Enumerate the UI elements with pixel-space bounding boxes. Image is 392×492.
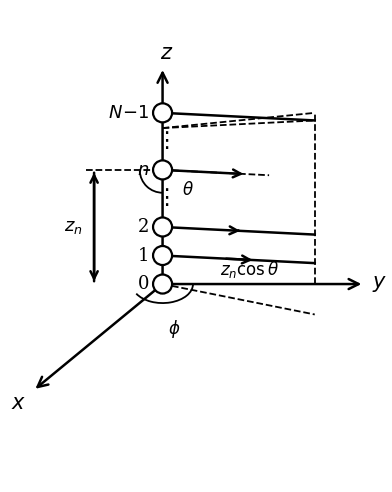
Circle shape [153, 103, 172, 123]
Text: 0: 0 [138, 275, 149, 293]
Text: $x$: $x$ [11, 395, 25, 413]
Text: $n$: $n$ [137, 161, 149, 179]
Text: 2: 2 [138, 218, 149, 236]
Text: $y$: $y$ [372, 274, 387, 294]
Text: $\theta$: $\theta$ [181, 182, 193, 199]
Text: $\phi$: $\phi$ [168, 318, 180, 340]
Text: $z_n\cos\theta$: $z_n\cos\theta$ [220, 259, 279, 280]
Text: 1: 1 [138, 246, 149, 265]
Circle shape [153, 246, 172, 265]
Text: $\vdots$: $\vdots$ [156, 187, 170, 210]
Text: $N\!-\!1$: $N\!-\!1$ [108, 104, 149, 122]
Circle shape [153, 275, 172, 294]
Text: $z$: $z$ [160, 44, 173, 63]
Circle shape [153, 160, 172, 180]
Text: $z_n$: $z_n$ [64, 218, 82, 236]
Circle shape [153, 217, 172, 237]
Text: $\vdots$: $\vdots$ [156, 130, 170, 153]
